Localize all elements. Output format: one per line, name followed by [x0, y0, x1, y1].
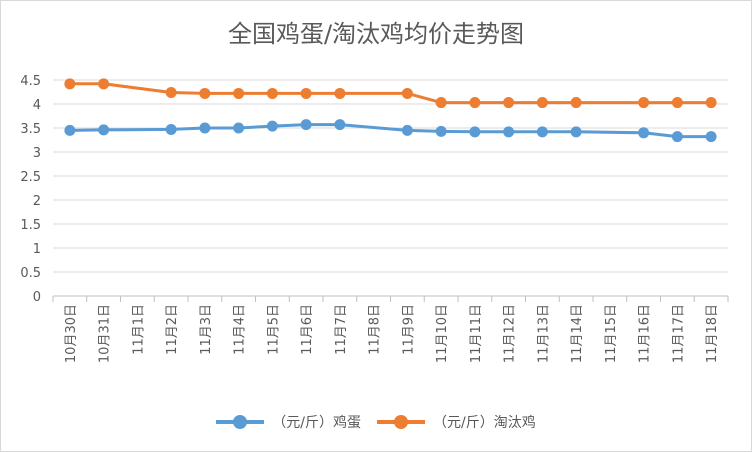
data-point: [266, 87, 278, 99]
data-point: [536, 126, 548, 138]
x-tick-label: 11月4日: [233, 304, 248, 355]
x-tick-label: 11月1日: [131, 304, 146, 355]
legend-item-egg: （元/斤）鸡蛋: [216, 412, 361, 432]
data-point: [638, 127, 650, 139]
data-point: [469, 97, 481, 109]
data-point: [401, 87, 413, 99]
x-tick-label: 11月2日: [165, 304, 180, 355]
data-point: [638, 97, 650, 109]
data-point: [98, 124, 110, 136]
x-tick-label: 11月11日: [469, 304, 484, 363]
x-tick-label: 11月16日: [638, 304, 653, 363]
data-point: [199, 122, 211, 134]
data-point: [503, 97, 515, 109]
legend-label-culled-hen: （元/斤）淘汰鸡: [433, 415, 536, 431]
data-point: [570, 126, 582, 138]
x-tick-label: 11月3日: [199, 304, 214, 355]
data-point: [64, 124, 76, 136]
x-tick-label: 11月17日: [671, 304, 686, 363]
y-tick-label: 1: [33, 242, 41, 257]
x-tick-label: 11月15日: [604, 304, 619, 363]
x-tick-label: 11月14日: [570, 304, 585, 363]
data-point: [300, 119, 312, 131]
data-point: [469, 126, 481, 138]
y-tick-label: 2.5: [20, 170, 41, 185]
data-point: [401, 124, 413, 136]
data-point: [334, 87, 346, 99]
legend-label-egg: （元/斤）鸡蛋: [272, 415, 361, 431]
legend-swatch-culled-hen: [377, 415, 425, 429]
x-tick-label: 11月10日: [435, 304, 450, 363]
data-point: [233, 122, 245, 134]
legend: （元/斤）鸡蛋 （元/斤）淘汰鸡: [0, 410, 752, 434]
y-tick-label: 2: [33, 194, 41, 209]
data-point: [165, 123, 177, 135]
x-tick-label: 11月9日: [401, 304, 416, 355]
data-point: [671, 131, 683, 143]
y-tick-label: 4: [33, 98, 41, 113]
data-point: [570, 97, 582, 109]
data-point: [64, 78, 76, 90]
data-point: [199, 87, 211, 99]
data-point: [435, 125, 447, 137]
y-tick-label: 4.5: [20, 74, 41, 89]
x-tick-label: 11月8日: [368, 304, 383, 355]
x-tick-label: 11月5日: [266, 304, 281, 355]
data-point: [671, 97, 683, 109]
data-point: [165, 86, 177, 98]
data-point: [503, 126, 515, 138]
data-point: [536, 97, 548, 109]
y-tick-label: 3: [33, 146, 41, 161]
x-tick-label: 10月31日: [98, 304, 113, 363]
x-tick-label: 11月6日: [300, 304, 315, 355]
data-point: [266, 120, 278, 132]
x-tick-label: 11月18日: [705, 304, 720, 363]
y-tick-label: 0.5: [20, 266, 41, 281]
x-tick-label: 11月13日: [536, 304, 551, 363]
data-point: [300, 87, 312, 99]
y-tick-label: 0: [33, 290, 41, 305]
data-point: [233, 87, 245, 99]
chart-title: 全国鸡蛋/淘汰鸡均价走势图: [227, 20, 525, 48]
data-point: [98, 78, 110, 90]
data-point: [334, 119, 346, 131]
data-point: [705, 131, 717, 143]
data-point: [705, 97, 717, 109]
x-tick-label: 11月12日: [503, 304, 518, 363]
x-tick-label: 10月30日: [64, 304, 79, 363]
legend-item-culled-hen: （元/斤）淘汰鸡: [377, 412, 536, 432]
legend-swatch-egg: [216, 415, 265, 429]
y-tick-label: 3.5: [20, 122, 41, 137]
data-point: [435, 97, 447, 109]
x-tick-label: 11月7日: [334, 304, 349, 355]
y-tick-label: 1.5: [20, 218, 41, 233]
